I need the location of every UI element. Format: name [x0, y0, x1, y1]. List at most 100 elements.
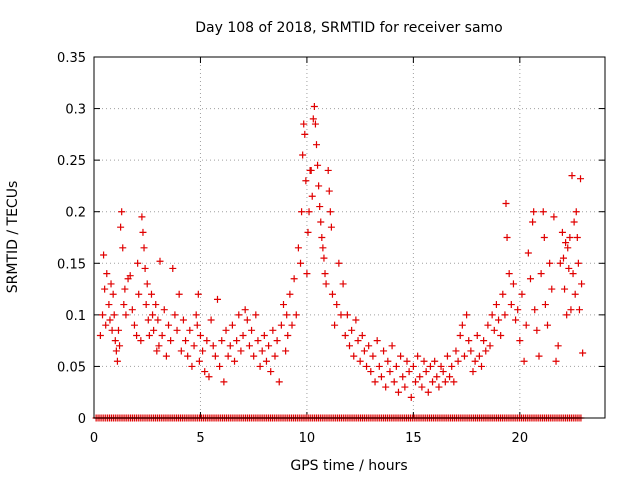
data-point	[96, 331, 104, 339]
data-point	[173, 326, 181, 334]
data-point	[117, 223, 125, 231]
data-point	[369, 352, 377, 360]
x-tick-label: 0	[90, 431, 98, 446]
data-point	[152, 301, 160, 309]
data-point	[203, 337, 211, 345]
chart-title: Day 108 of 2018, SRMTID for receiver sam…	[195, 20, 503, 36]
data-point	[371, 378, 379, 386]
data-point	[373, 337, 381, 345]
data-point	[509, 280, 517, 288]
data-point	[316, 203, 324, 211]
data-point	[482, 347, 490, 355]
data-point	[522, 321, 530, 329]
data-point	[160, 306, 168, 314]
x-tick-label: 15	[405, 431, 422, 446]
data-point	[111, 337, 119, 345]
data-point	[550, 213, 558, 221]
data-point	[456, 331, 464, 339]
data-point	[192, 311, 200, 319]
data-point	[243, 316, 251, 324]
data-point	[113, 357, 121, 365]
data-point	[194, 290, 202, 298]
data-point	[524, 249, 532, 257]
data-point	[573, 234, 581, 241]
data-point	[439, 368, 447, 376]
data-point	[382, 383, 390, 391]
data-point	[392, 362, 400, 370]
data-point	[454, 357, 462, 365]
data-point	[475, 352, 483, 360]
data-point	[327, 223, 335, 231]
data-point	[328, 290, 336, 298]
plot-frame	[93, 56, 606, 419]
data-point	[516, 337, 524, 345]
data-point	[352, 316, 360, 324]
data-point	[100, 251, 108, 259]
data-point	[222, 326, 230, 334]
data-point	[290, 275, 298, 283]
data-point	[121, 285, 129, 293]
data-point	[286, 290, 294, 298]
data-point	[566, 234, 574, 241]
data-point	[558, 228, 566, 236]
data-point	[112, 347, 120, 355]
data-point	[305, 208, 313, 216]
data-point	[277, 321, 285, 329]
data-point	[216, 362, 224, 370]
data-point	[193, 321, 201, 329]
y-tick-label: 0.25	[57, 154, 86, 169]
data-point	[138, 213, 146, 221]
data-point	[122, 311, 130, 319]
data-points	[92, 103, 587, 422]
data-point	[267, 368, 275, 376]
data-point	[101, 285, 109, 293]
data-point	[235, 311, 243, 319]
data-point	[386, 368, 394, 376]
data-point	[128, 306, 136, 314]
data-point	[319, 244, 327, 252]
y-tick-label: 0.3	[65, 103, 86, 118]
data-point	[175, 290, 183, 298]
data-point	[207, 316, 215, 324]
data-point	[262, 357, 270, 365]
data-point	[260, 331, 268, 339]
data-point	[134, 259, 142, 267]
data-point	[307, 166, 315, 174]
data-point	[488, 311, 496, 319]
data-point	[182, 337, 190, 345]
data-point	[309, 115, 317, 123]
data-point	[133, 331, 141, 339]
data-point	[314, 161, 322, 169]
data-point	[218, 337, 226, 345]
data-point	[231, 357, 239, 365]
data-point	[486, 342, 494, 350]
data-point	[502, 199, 510, 207]
data-point	[422, 368, 430, 376]
data-point	[233, 337, 241, 345]
data-point	[409, 362, 417, 370]
data-point	[530, 208, 538, 216]
data-point	[331, 321, 339, 329]
data-point	[297, 259, 305, 267]
data-point	[292, 311, 300, 319]
data-point	[250, 352, 258, 360]
grid-lines	[94, 57, 605, 418]
data-point	[480, 337, 488, 345]
data-point	[201, 368, 209, 376]
data-point	[339, 280, 347, 288]
data-point	[165, 321, 173, 329]
data-point	[569, 270, 577, 278]
data-point	[237, 347, 245, 355]
data-point	[143, 280, 151, 288]
data-point	[360, 347, 368, 355]
data-point	[209, 342, 217, 350]
data-point	[195, 357, 203, 365]
data-point	[512, 316, 520, 324]
data-point	[356, 357, 364, 365]
data-point	[283, 311, 291, 319]
data-point	[433, 373, 441, 381]
data-point	[324, 166, 332, 174]
data-point	[403, 357, 411, 365]
data-point	[535, 352, 543, 360]
